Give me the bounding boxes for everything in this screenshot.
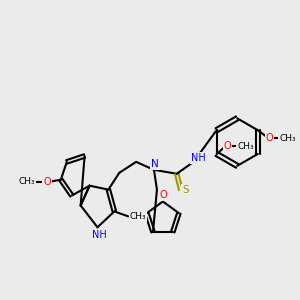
Text: O: O: [266, 133, 274, 143]
Text: CH₃: CH₃: [279, 134, 296, 142]
Text: NH: NH: [92, 230, 107, 240]
Text: S: S: [182, 184, 189, 195]
Text: CH₃: CH₃: [237, 142, 253, 151]
Text: NH: NH: [191, 153, 206, 163]
Text: O: O: [159, 190, 167, 200]
Text: O: O: [43, 177, 51, 187]
Text: N: N: [151, 159, 159, 169]
Text: O: O: [224, 141, 231, 151]
Text: CH₃: CH₃: [130, 212, 146, 221]
Text: CH₃: CH₃: [19, 177, 35, 186]
